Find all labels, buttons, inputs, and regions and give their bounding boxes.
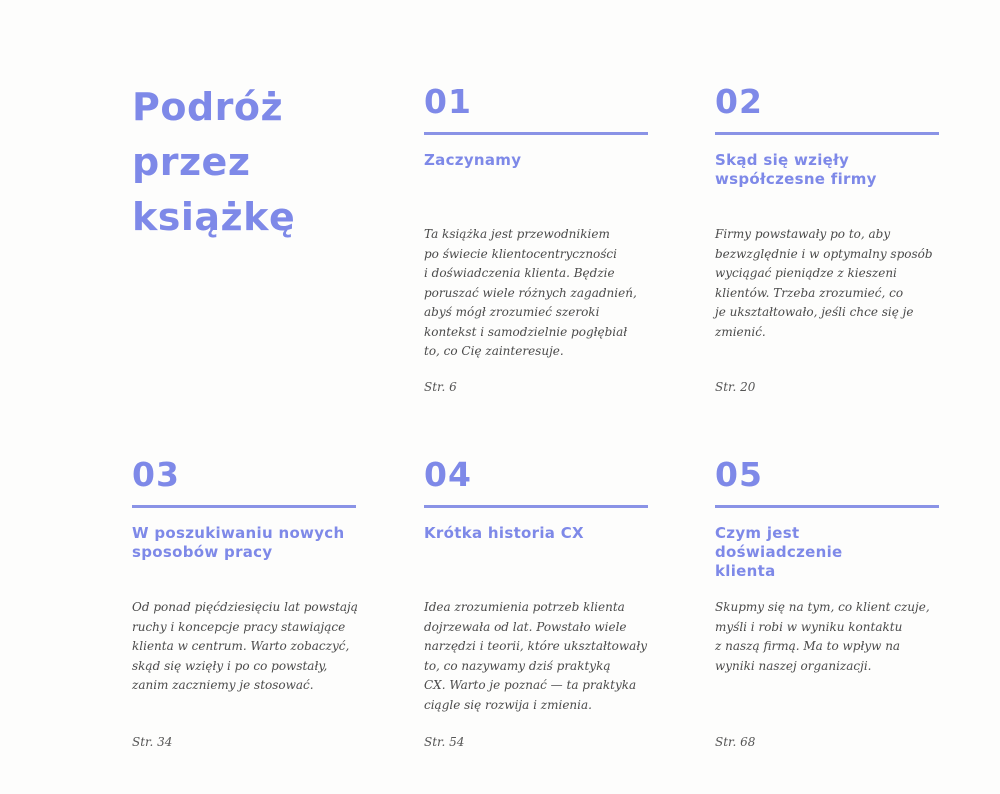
description-line: klientów. Trzeba zrozumieć, co [715, 285, 904, 300]
description-line: bezwzględnie i w optymalny sposób [715, 246, 933, 261]
chapter-number: 05 [715, 455, 763, 494]
description-line: Ta książka jest przewodnikiem [424, 227, 610, 241]
description-line: CX. Warto je poznać — ta praktyka [424, 678, 637, 692]
page-reference: Str. 6 [424, 380, 457, 394]
description-line: narzędzi i teorii, które ukształtowały [424, 639, 648, 653]
chapter-description: Skupmy się na tym, co klient czuje, myśli… [715, 598, 930, 676]
chapter-description: Idea zrozumienia potrzeb klienta dojrzewa… [424, 598, 647, 715]
description-line: Firmy powstawały po to, aby [715, 227, 891, 241]
description-line: i doświadczenia klienta. Będzie [424, 266, 615, 280]
description-line: klienta w centrum. Warto zobaczyć, [132, 639, 350, 653]
chapter-01: 01 Zaczynamy Ta książka jest przewodniki… [424, 82, 654, 394]
description-line: myśli i robi w wyniku kontaktu [715, 619, 903, 634]
description-line: skąd się wzięły i po co powstały, [132, 658, 328, 673]
description-line: Skupmy się na tym, co klient czuje, [715, 600, 930, 614]
description-line: je ukształtowało, jeśli chce się je [715, 305, 914, 319]
description-line: po świecie klientocentryczności [424, 246, 617, 261]
page-reference: Str. 34 [132, 735, 173, 749]
description-line: poruszać wiele różnych zagadnień, [424, 285, 637, 300]
chapter-number: 01 [424, 82, 472, 121]
description-line: Od ponad pięćdziesięciu lat powstają [132, 600, 358, 614]
chapter-description: Ta książka jest przewodnikiem po świecie … [424, 225, 637, 362]
divider [424, 132, 648, 135]
chapter-heading: W poszukiwaniu nowych sposobów pracy [132, 524, 345, 561]
chapter-03: 03 W poszukiwaniu nowych sposobów pracy … [132, 455, 362, 749]
description-line: to, co Cię zainteresuje. [424, 344, 564, 358]
description-line: ruchy i koncepcje pracy stawiające [132, 619, 346, 634]
chapter-number: 02 [715, 82, 763, 121]
description-line: to, co nazywamy dziś praktyką [424, 658, 611, 673]
page-title: Podróż przez książkę [132, 80, 295, 245]
divider [132, 505, 356, 508]
description-line: zanim zaczniemy je stosować. [132, 678, 314, 692]
chapter-description: Od ponad pięćdziesięciu lat powstają ruch… [132, 598, 358, 696]
title-line: książkę [132, 195, 296, 239]
chapter-02: 02 Skąd się wzięły współczesne firmy Fir… [715, 82, 945, 394]
description-line: kontekst i samodzielnie pogłębiał [424, 324, 628, 339]
page-reference: Str. 68 [715, 735, 756, 749]
chapter-heading: Czym jest doświadczenie klienta [715, 524, 843, 580]
divider [424, 505, 648, 508]
description-line: wyciągać pieniądze z kieszeni [715, 266, 897, 280]
chapter-description: Firmy powstawały po to, aby bezwzględnie … [715, 225, 933, 342]
chapter-05: 05 Czym jest doświadczenie klienta Skupm… [715, 455, 945, 749]
divider [715, 132, 939, 135]
page-reference: Str. 54 [424, 735, 465, 749]
description-line: z naszą firmą. Ma to wpływ na [715, 639, 901, 653]
chapter-heading: Krótka historia CX [424, 524, 584, 542]
description-line: Idea zrozumienia potrzeb klienta [424, 600, 625, 614]
description-line: abyś mógł zrozumieć szeroki [424, 305, 600, 319]
title-line: Podróż [132, 85, 284, 129]
chapter-heading: Skąd się wzięły współczesne firmy [715, 151, 877, 188]
description-line: wyniki naszej organizacji. [715, 658, 872, 673]
description-line: dojrzewała od lat. Powstało wiele [424, 619, 627, 634]
description-line: ciągle się rozwija i zmienia. [424, 697, 592, 712]
chapter-number: 03 [132, 455, 180, 494]
chapter-number: 04 [424, 455, 472, 494]
page-reference: Str. 20 [715, 380, 756, 394]
chapter-04: 04 Krótka historia CX Idea zrozumienia p… [424, 455, 654, 749]
divider [715, 505, 939, 508]
title-line: przez [132, 140, 251, 184]
description-line: zmienić. [715, 324, 766, 339]
chapter-heading: Zaczynamy [424, 151, 522, 169]
